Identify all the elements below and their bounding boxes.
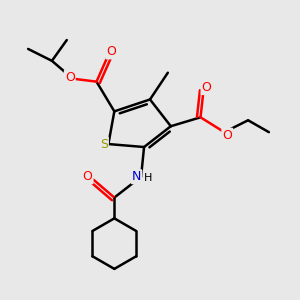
Text: S: S — [100, 138, 108, 151]
Text: N: N — [132, 170, 141, 183]
Text: H: H — [144, 173, 153, 183]
Text: O: O — [222, 129, 232, 142]
Text: O: O — [202, 81, 212, 94]
Text: O: O — [82, 170, 92, 183]
Text: O: O — [106, 45, 116, 58]
Text: O: O — [65, 71, 75, 84]
